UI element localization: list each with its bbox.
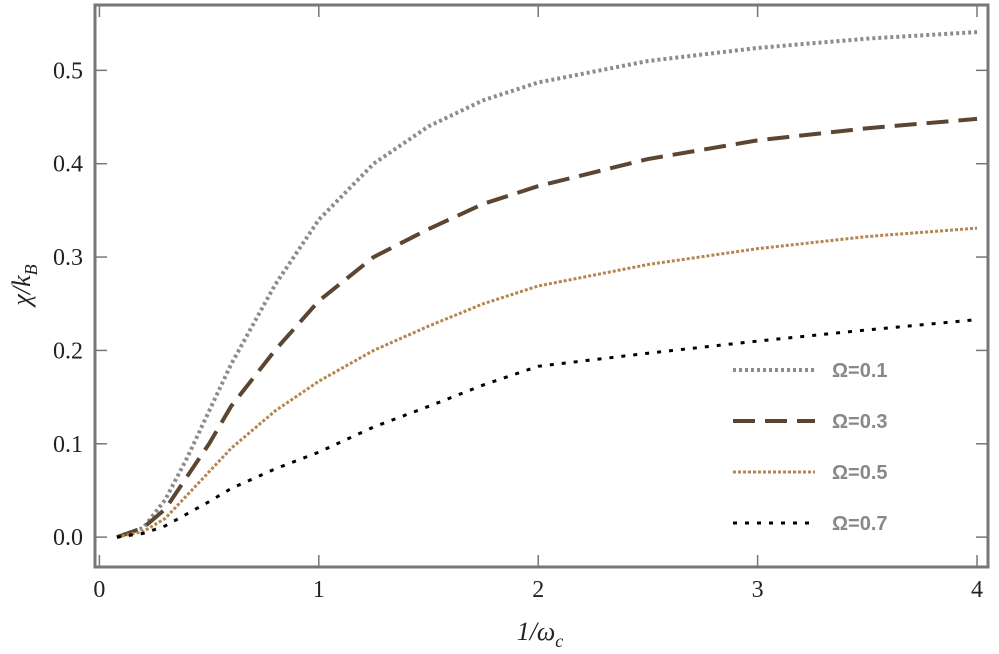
x-tick-label: 2 [532, 577, 544, 603]
legend-label: Ω=0.5 [832, 462, 888, 484]
x-axis-label: 1/ωc [517, 617, 564, 651]
y-label-sub: B [21, 264, 41, 275]
legend-label: Ω=0.1 [832, 360, 888, 382]
series-line [116, 318, 978, 539]
y-tick-label: 0.0 [53, 525, 83, 551]
y-tick-label: 0.1 [53, 432, 83, 458]
legend-label: Ω=0.7 [832, 513, 888, 535]
y-tick-label: 0.2 [53, 338, 83, 364]
x-tick-label: 4 [971, 577, 983, 603]
y-axis-label: χ/kB [7, 264, 41, 308]
series-line [116, 226, 978, 539]
y-tick-label: 0.5 [53, 58, 83, 84]
series-line [116, 116, 978, 540]
y-label-main: χ/k [7, 275, 36, 309]
frame [93, 3, 990, 569]
x-tick-label: 1 [313, 577, 325, 603]
series-line [116, 30, 978, 540]
x-label-main: 1/ω [517, 617, 556, 646]
y-tick-label: 0.3 [53, 245, 83, 271]
x-tick-label: 3 [752, 577, 764, 603]
x-label-sub: c [555, 631, 563, 651]
y-tick-label: 0.4 [53, 152, 83, 178]
x-tick-label: 0 [93, 577, 105, 603]
legend-label: Ω=0.3 [832, 411, 888, 433]
